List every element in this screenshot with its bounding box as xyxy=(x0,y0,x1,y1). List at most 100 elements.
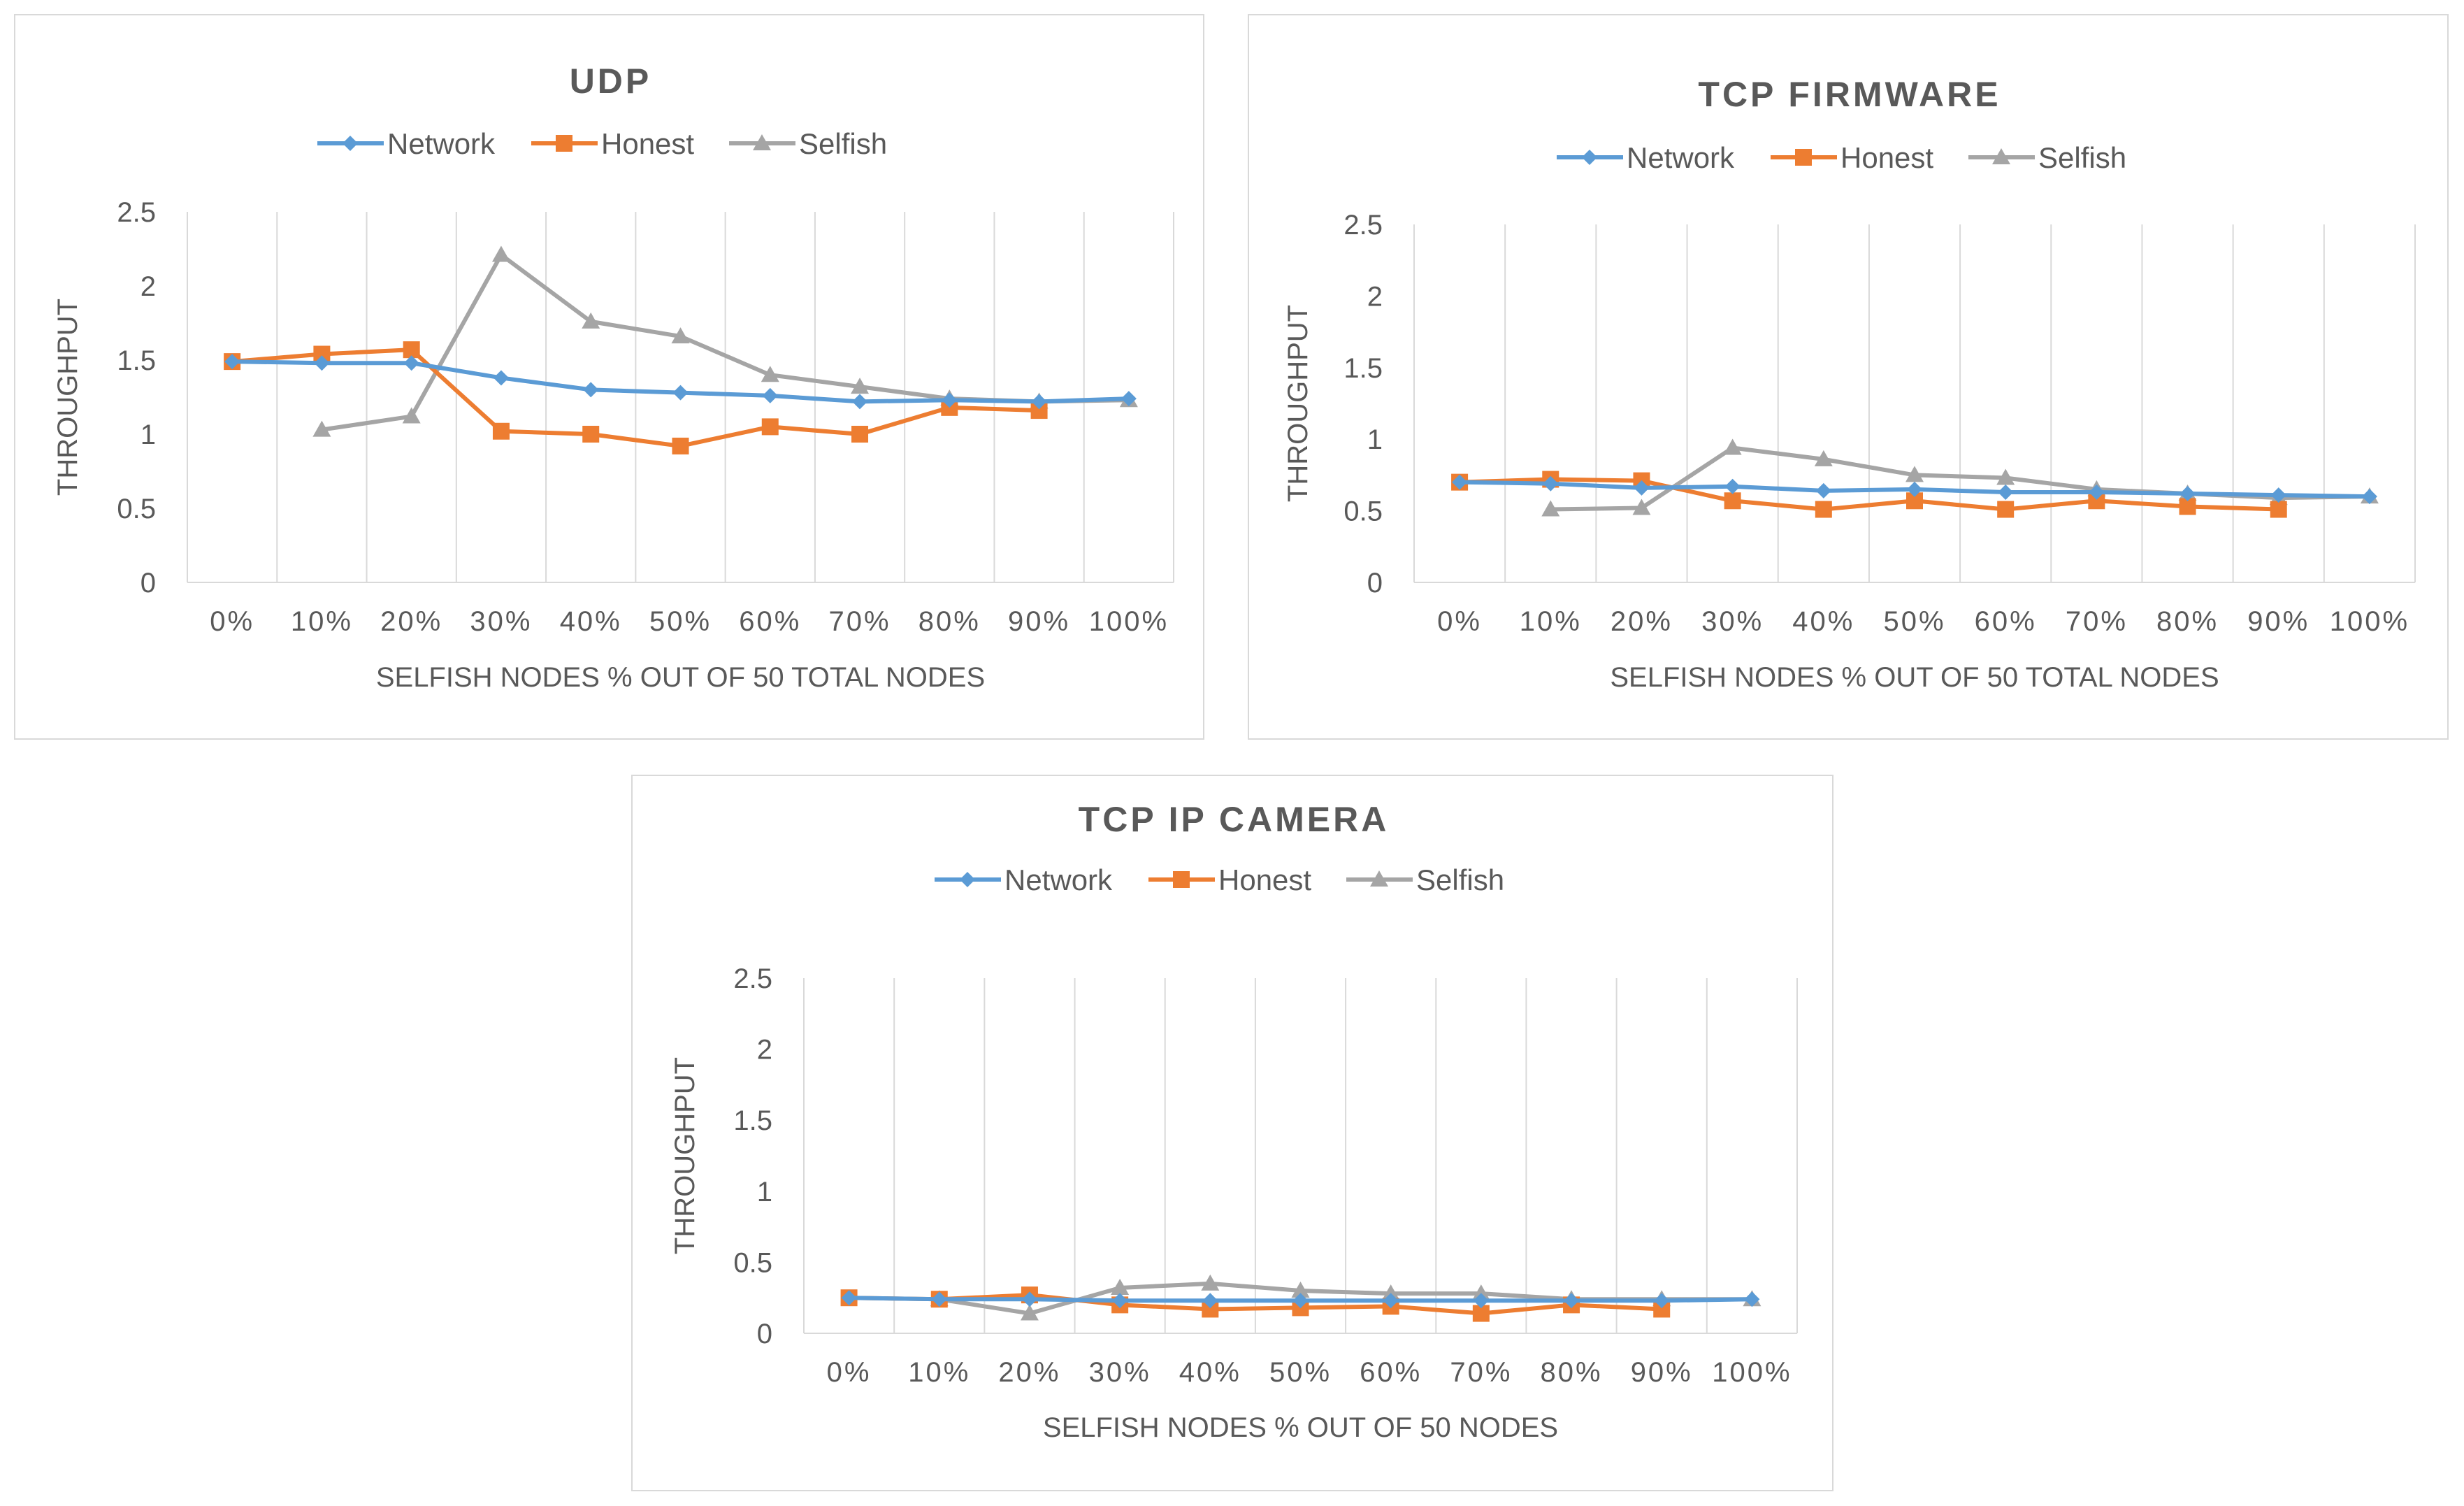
x-tick-label: 100% xyxy=(1089,606,1169,637)
x-tick-label: 60% xyxy=(1360,1357,1422,1388)
x-tick-label: 90% xyxy=(1631,1357,1693,1388)
data-point xyxy=(493,370,509,386)
x-tick-label: 80% xyxy=(1541,1357,1603,1388)
chart-panel-tcp-firmware: TCP FIRMWARE Network Honest Selfish 0 0.5 1 1.5… xyxy=(1248,14,2449,740)
legend-label: Selfish xyxy=(799,127,887,160)
data-point xyxy=(224,354,240,370)
y-tick-label: 2.5 xyxy=(1343,210,1383,241)
x-tick-label: 40% xyxy=(1792,606,1854,637)
legend-marker xyxy=(343,136,358,151)
data-point xyxy=(1383,1293,1399,1309)
legend-item: Selfish xyxy=(1968,141,2126,174)
legend-marker xyxy=(1173,871,1190,888)
legend-item: Selfish xyxy=(729,127,887,160)
data-point xyxy=(1543,475,1559,492)
x-tick-label: 0% xyxy=(1437,606,1482,637)
y-tick-label: 2.5 xyxy=(117,197,156,228)
x-tick-label: 0% xyxy=(210,606,254,637)
legend-label: Selfish xyxy=(1416,863,1504,896)
x-tick-label: 50% xyxy=(1269,1357,1332,1388)
data-point xyxy=(1723,438,1742,455)
legend-marker xyxy=(960,872,975,887)
data-point xyxy=(1564,1293,1580,1309)
x-tick-label: 80% xyxy=(918,606,981,637)
y-tick-label: 2 xyxy=(1367,281,1383,312)
y-tick-label: 2 xyxy=(141,271,156,302)
data-point xyxy=(942,392,958,408)
legend-label: Network xyxy=(387,127,496,160)
x-tick-label: 70% xyxy=(1450,1357,1512,1388)
x-tick-label: 50% xyxy=(649,606,712,637)
series-line xyxy=(231,347,1039,448)
y-axis-title: THROUGHPUT xyxy=(1283,305,1313,502)
data-point xyxy=(761,366,779,382)
y-tick-label: 0 xyxy=(1367,568,1383,598)
legend-label: Network xyxy=(1004,863,1113,896)
data-point xyxy=(582,426,600,443)
x-tick-label: 10% xyxy=(291,606,353,637)
x-tick-label: 80% xyxy=(2156,606,2219,637)
data-point xyxy=(852,394,868,410)
data-point xyxy=(671,327,690,344)
y-axis-title: THROUGHPUT xyxy=(670,1057,700,1254)
chart-svg: TCP IP CAMERA Network Honest Selfish 0 0.5 1 1.… xyxy=(670,800,1798,1443)
chart-title: TCP FIRMWARE xyxy=(1698,75,2001,114)
legend-item: Honest xyxy=(531,127,694,160)
data-point xyxy=(1634,480,1650,496)
x-tick-label: 100% xyxy=(1712,1357,1792,1388)
data-point xyxy=(1997,501,2015,518)
x-tick-label: 100% xyxy=(2330,606,2409,637)
x-tick-label: 60% xyxy=(739,606,801,637)
x-tick-label: 30% xyxy=(470,606,532,637)
data-point xyxy=(402,407,421,424)
legend-marker xyxy=(556,135,572,152)
data-point xyxy=(1201,1274,1220,1291)
chart-svg: TCP FIRMWARE Network Honest Selfish 0 0.5 1 1.5… xyxy=(1283,75,2416,693)
data-point xyxy=(1815,482,1831,499)
legend-marker xyxy=(1582,150,1597,165)
x-tick-label: 20% xyxy=(380,606,442,637)
data-point xyxy=(761,418,779,436)
data-point xyxy=(2270,487,2286,503)
series-network xyxy=(224,354,1137,410)
y-axis-title: THROUGHPUT xyxy=(52,299,83,496)
legend-item: Honest xyxy=(1771,141,1933,174)
data-point xyxy=(1111,1278,1130,1295)
data-point xyxy=(582,312,600,329)
series-network xyxy=(1452,474,2377,505)
data-point xyxy=(1541,500,1560,517)
data-point xyxy=(1020,1304,1039,1321)
legend-marker xyxy=(1795,149,1812,166)
y-tick-label: 0.5 xyxy=(733,1247,772,1278)
y-tick-label: 0.5 xyxy=(117,494,156,524)
data-point xyxy=(2361,489,2377,505)
data-point xyxy=(1291,1282,1310,1298)
x-tick-label: 70% xyxy=(2066,606,2128,637)
y-tick-label: 0.5 xyxy=(1343,496,1383,527)
data-point xyxy=(672,437,689,454)
legend-marker xyxy=(1370,870,1388,887)
data-point xyxy=(851,378,870,394)
data-point xyxy=(403,355,419,371)
data-point xyxy=(312,420,331,437)
legend-label: Honest xyxy=(1840,141,1933,174)
chart-panel-tcp-ip-camera: TCP IP CAMERA Network Honest Selfish 0 0.5 1 1.… xyxy=(631,775,1833,1491)
data-point xyxy=(2180,486,2196,502)
y-tick-label: 1 xyxy=(1367,424,1383,455)
x-axis-title: SELFISH NODES % OUT OF 50 TOTAL NODES xyxy=(376,662,985,693)
data-point xyxy=(1112,1293,1128,1309)
data-point xyxy=(1654,1293,1670,1309)
x-tick-label: 90% xyxy=(1008,606,1070,637)
series-line xyxy=(849,1293,1662,1316)
y-tick-label: 1 xyxy=(757,1177,772,1207)
data-point xyxy=(1905,466,1924,482)
data-point xyxy=(1121,391,1137,407)
legend-marker xyxy=(753,134,771,150)
series-network xyxy=(841,1290,1760,1309)
data-point xyxy=(314,355,330,371)
data-point xyxy=(1473,1293,1489,1309)
chart-title: TCP IP CAMERA xyxy=(1079,800,1390,839)
y-tick-label: 2.5 xyxy=(733,963,772,994)
y-tick-label: 0 xyxy=(757,1319,772,1349)
data-point xyxy=(762,387,778,403)
